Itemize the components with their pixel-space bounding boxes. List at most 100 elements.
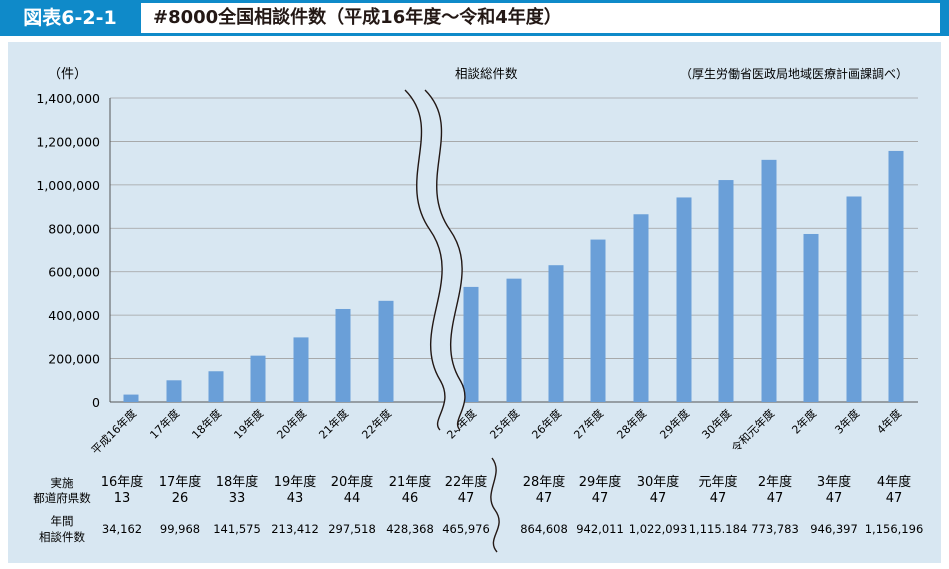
- table-consultation-count: 1,156,196: [865, 522, 924, 536]
- y-unit-label: （件）: [48, 67, 87, 82]
- y-tick-label: 200,000: [48, 352, 100, 367]
- table-year: 18年度: [216, 474, 259, 490]
- table-year: 17年度: [159, 474, 202, 490]
- table-row-header: 実施: [51, 476, 74, 490]
- table-consultation-count: 428,368: [386, 522, 434, 536]
- bar: [888, 150, 904, 402]
- y-tick-label: 400,000: [48, 308, 100, 323]
- bar: [506, 278, 522, 402]
- table-prefecture-count: 43: [287, 491, 304, 506]
- x-tick-label: 2年度: [789, 406, 819, 436]
- table-prefecture-count: 47: [767, 491, 784, 506]
- x-tick-label: 3年度: [832, 406, 862, 436]
- table-prefecture-count: 47: [886, 491, 903, 506]
- x-tick-label: 令和元年度: [728, 406, 777, 455]
- table-year: 20年度: [331, 474, 374, 490]
- table-consultation-count: 773,783: [751, 522, 799, 536]
- y-tick-label: 600,000: [48, 265, 100, 280]
- table-year: 28年度: [523, 474, 566, 490]
- table-year: 29年度: [579, 474, 622, 490]
- axis-break-line: [404, 89, 446, 431]
- table-prefecture-count: 47: [592, 491, 609, 506]
- table-year: 30年度: [637, 474, 680, 490]
- series-label: 相談総件数: [455, 66, 518, 81]
- bar: [123, 394, 139, 402]
- x-tick-label: 28年度: [614, 406, 649, 441]
- table-prefecture-count: 47: [826, 491, 843, 506]
- bar: [378, 300, 394, 402]
- table-prefecture-count: 33: [229, 491, 246, 506]
- header-bar: 図表6-2-1 #8000全国相談件数（平成16年度～令和4年度）: [0, 0, 949, 36]
- table-consultation-count: 297,518: [328, 522, 376, 536]
- x-tick-label: 29年度: [657, 406, 692, 441]
- axis-break-band: [405, 90, 465, 430]
- table-consultation-count: 213,412: [271, 522, 319, 536]
- table-year: 19年度: [274, 474, 317, 490]
- x-tick-label: 19年度: [231, 406, 266, 441]
- table-prefecture-count: 47: [458, 491, 475, 506]
- table-row-header: 年間: [51, 514, 74, 528]
- x-tick-label: 22年度: [359, 406, 394, 441]
- table-prefecture-count: 47: [710, 491, 727, 506]
- x-tick-label: 20年度: [274, 406, 309, 441]
- table-consultation-count: 465,976: [442, 522, 490, 536]
- table-year: 元年度: [698, 474, 737, 490]
- bar: [718, 180, 734, 402]
- x-tick-label: 18年度: [189, 406, 224, 441]
- bar: [250, 355, 266, 402]
- bar: [335, 308, 351, 402]
- table-prefecture-count: 44: [344, 491, 361, 506]
- table-year: 4年度: [877, 474, 911, 490]
- table-consultation-count: 99,968: [160, 522, 200, 536]
- table-consultation-count: 946,397: [810, 522, 858, 536]
- table-row-header: 相談件数: [39, 530, 85, 544]
- table-prefecture-count: 47: [650, 491, 667, 506]
- table-year: 16年度: [101, 474, 144, 490]
- x-tick-label: 30年度: [699, 406, 734, 441]
- bar: [761, 159, 777, 402]
- bar: [293, 337, 309, 402]
- table-year: 21年度: [389, 474, 432, 490]
- table-prefecture-count: 13: [114, 491, 131, 506]
- chart-title: #8000全国相談件数（平成16年度～令和4年度）: [153, 7, 562, 28]
- x-tick-label: 17年度: [147, 406, 182, 441]
- bar: [208, 371, 224, 402]
- table-consultation-count: 1,115.184: [689, 522, 748, 536]
- table-row-header: 都道府県数: [33, 491, 91, 505]
- bar: [803, 233, 819, 402]
- y-tick-label: 1,400,000: [36, 91, 100, 106]
- x-tick-label: 平成16年度: [88, 406, 139, 457]
- x-tick-label: 21年度: [316, 406, 351, 441]
- table-year: 3年度: [817, 474, 851, 490]
- x-tick-label: 26年度: [529, 406, 564, 441]
- figure-number: 図表6-2-1: [23, 7, 117, 29]
- table-year: 2年度: [758, 474, 792, 490]
- table-consultation-count: 34,162: [102, 522, 142, 536]
- table-break-line: [490, 457, 500, 553]
- table-prefecture-count: 47: [536, 491, 553, 506]
- bar: [548, 265, 564, 402]
- bar: [633, 214, 649, 402]
- table-year: 22年度: [445, 474, 488, 490]
- bar: [463, 286, 479, 402]
- table-prefecture-count: 26: [172, 491, 189, 506]
- table-consultation-count: 1,022,093: [629, 522, 688, 536]
- bar: [166, 380, 182, 402]
- x-tick-label: 25年度: [487, 406, 522, 441]
- x-tick-label: 4年度: [874, 406, 904, 436]
- y-tick-label: 800,000: [48, 221, 100, 236]
- y-tick-label: 1,000,000: [36, 178, 100, 193]
- table-consultation-count: 141,575: [213, 522, 261, 536]
- bar: [590, 239, 606, 402]
- title-box: #8000全国相談件数（平成16年度～令和4年度）: [141, 3, 940, 33]
- axis-break-line: [424, 89, 466, 431]
- table-consultation-count: 942,011: [576, 522, 624, 536]
- y-tick-label: 1,200,000: [36, 134, 100, 149]
- y-tick-label: 0: [92, 395, 100, 410]
- source-note: （厚生労働省医政局地域医療計画課調べ）: [680, 66, 908, 81]
- table-consultation-count: 864,608: [520, 522, 568, 536]
- x-tick-label: 27年度: [571, 406, 606, 441]
- table-prefecture-count: 46: [402, 491, 419, 506]
